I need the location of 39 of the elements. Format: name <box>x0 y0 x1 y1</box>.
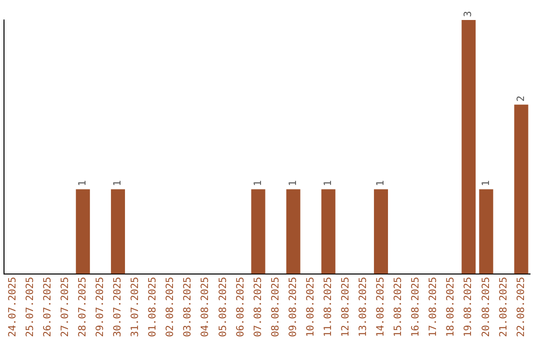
x-tick-label: 28.07.2025 <box>77 276 88 338</box>
x-tick-label: 26.07.2025 <box>42 276 54 338</box>
x-tick-label: 25.07.2025 <box>24 276 36 338</box>
data-label: 1 <box>376 180 387 186</box>
x-tick-label: 02.08.2025 <box>165 276 176 338</box>
data-label: 1 <box>322 180 334 186</box>
x-tick-label: 01.08.2025 <box>148 276 159 338</box>
data-label: 1 <box>252 180 264 186</box>
x-tick-label: 08.08.2025 <box>270 276 282 338</box>
data-label: 1 <box>77 180 88 186</box>
x-tick-label: 09.08.2025 <box>288 276 299 338</box>
x-tick-label: 19.08.2025 <box>463 276 474 338</box>
x-tick-label: 07.08.2025 <box>252 276 264 338</box>
x-tick-label: 13.08.2025 <box>358 276 370 338</box>
x-tick-label: 05.08.2025 <box>218 276 229 338</box>
x-tick-label: 06.08.2025 <box>235 276 246 338</box>
x-tick-label: 22.08.2025 <box>516 276 527 338</box>
x-tick-label: 18.08.2025 <box>446 276 457 338</box>
x-tick-label: 21.08.2025 <box>498 276 510 338</box>
data-label: 1 <box>288 180 299 186</box>
data-label: 3 <box>463 10 474 17</box>
x-tick-label: 10.08.2025 <box>305 276 316 338</box>
x-tick-label: 16.08.2025 <box>410 276 422 338</box>
x-tick-label: 24.07.2025 <box>7 276 18 338</box>
data-label: 2 <box>516 96 527 102</box>
x-tick-label: 12.08.2025 <box>340 276 352 338</box>
x-tick-label: 04.08.2025 <box>200 276 212 338</box>
x-tick-label: 14.08.2025 <box>376 276 387 338</box>
data-label: 1 <box>112 180 124 186</box>
x-tick-label: 29.07.2025 <box>95 276 106 338</box>
x-tick-label: 31.07.2025 <box>130 276 142 338</box>
x-tick-label: 03.08.2025 <box>182 276 194 338</box>
x-tick-label: 17.08.2025 <box>428 276 440 338</box>
x-tick-label: 27.07.2025 <box>60 276 71 338</box>
data-label: 1 <box>480 180 492 186</box>
x-tick-label: 20.08.2025 <box>480 276 492 338</box>
x-tick-label: 15.08.2025 <box>393 276 404 338</box>
x-tick-label: 11.08.2025 <box>322 276 334 338</box>
x-tick-label: 30.07.2025 <box>112 276 124 338</box>
